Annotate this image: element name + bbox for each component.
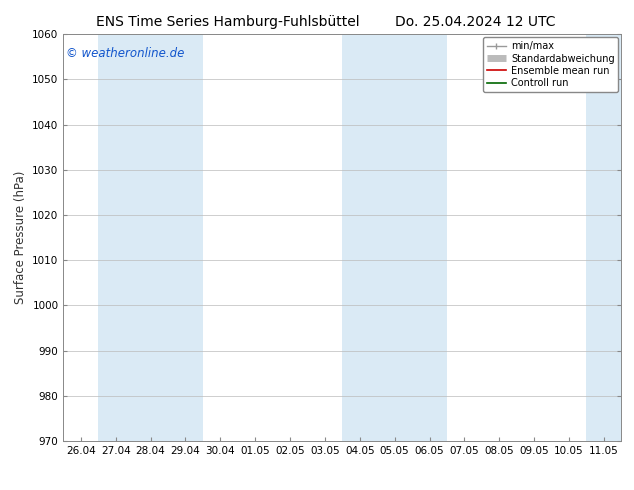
- Bar: [342, 34, 447, 441]
- Text: ENS Time Series Hamburg-Fuhlsbüttel: ENS Time Series Hamburg-Fuhlsbüttel: [96, 15, 360, 29]
- Bar: [98, 34, 203, 441]
- Text: © weatheronline.de: © weatheronline.de: [66, 47, 184, 59]
- Text: Do. 25.04.2024 12 UTC: Do. 25.04.2024 12 UTC: [395, 15, 556, 29]
- Y-axis label: Surface Pressure (hPa): Surface Pressure (hPa): [14, 171, 27, 304]
- Bar: [586, 34, 621, 441]
- Legend: min/max, Standardabweichung, Ensemble mean run, Controll run: min/max, Standardabweichung, Ensemble me…: [482, 37, 618, 92]
